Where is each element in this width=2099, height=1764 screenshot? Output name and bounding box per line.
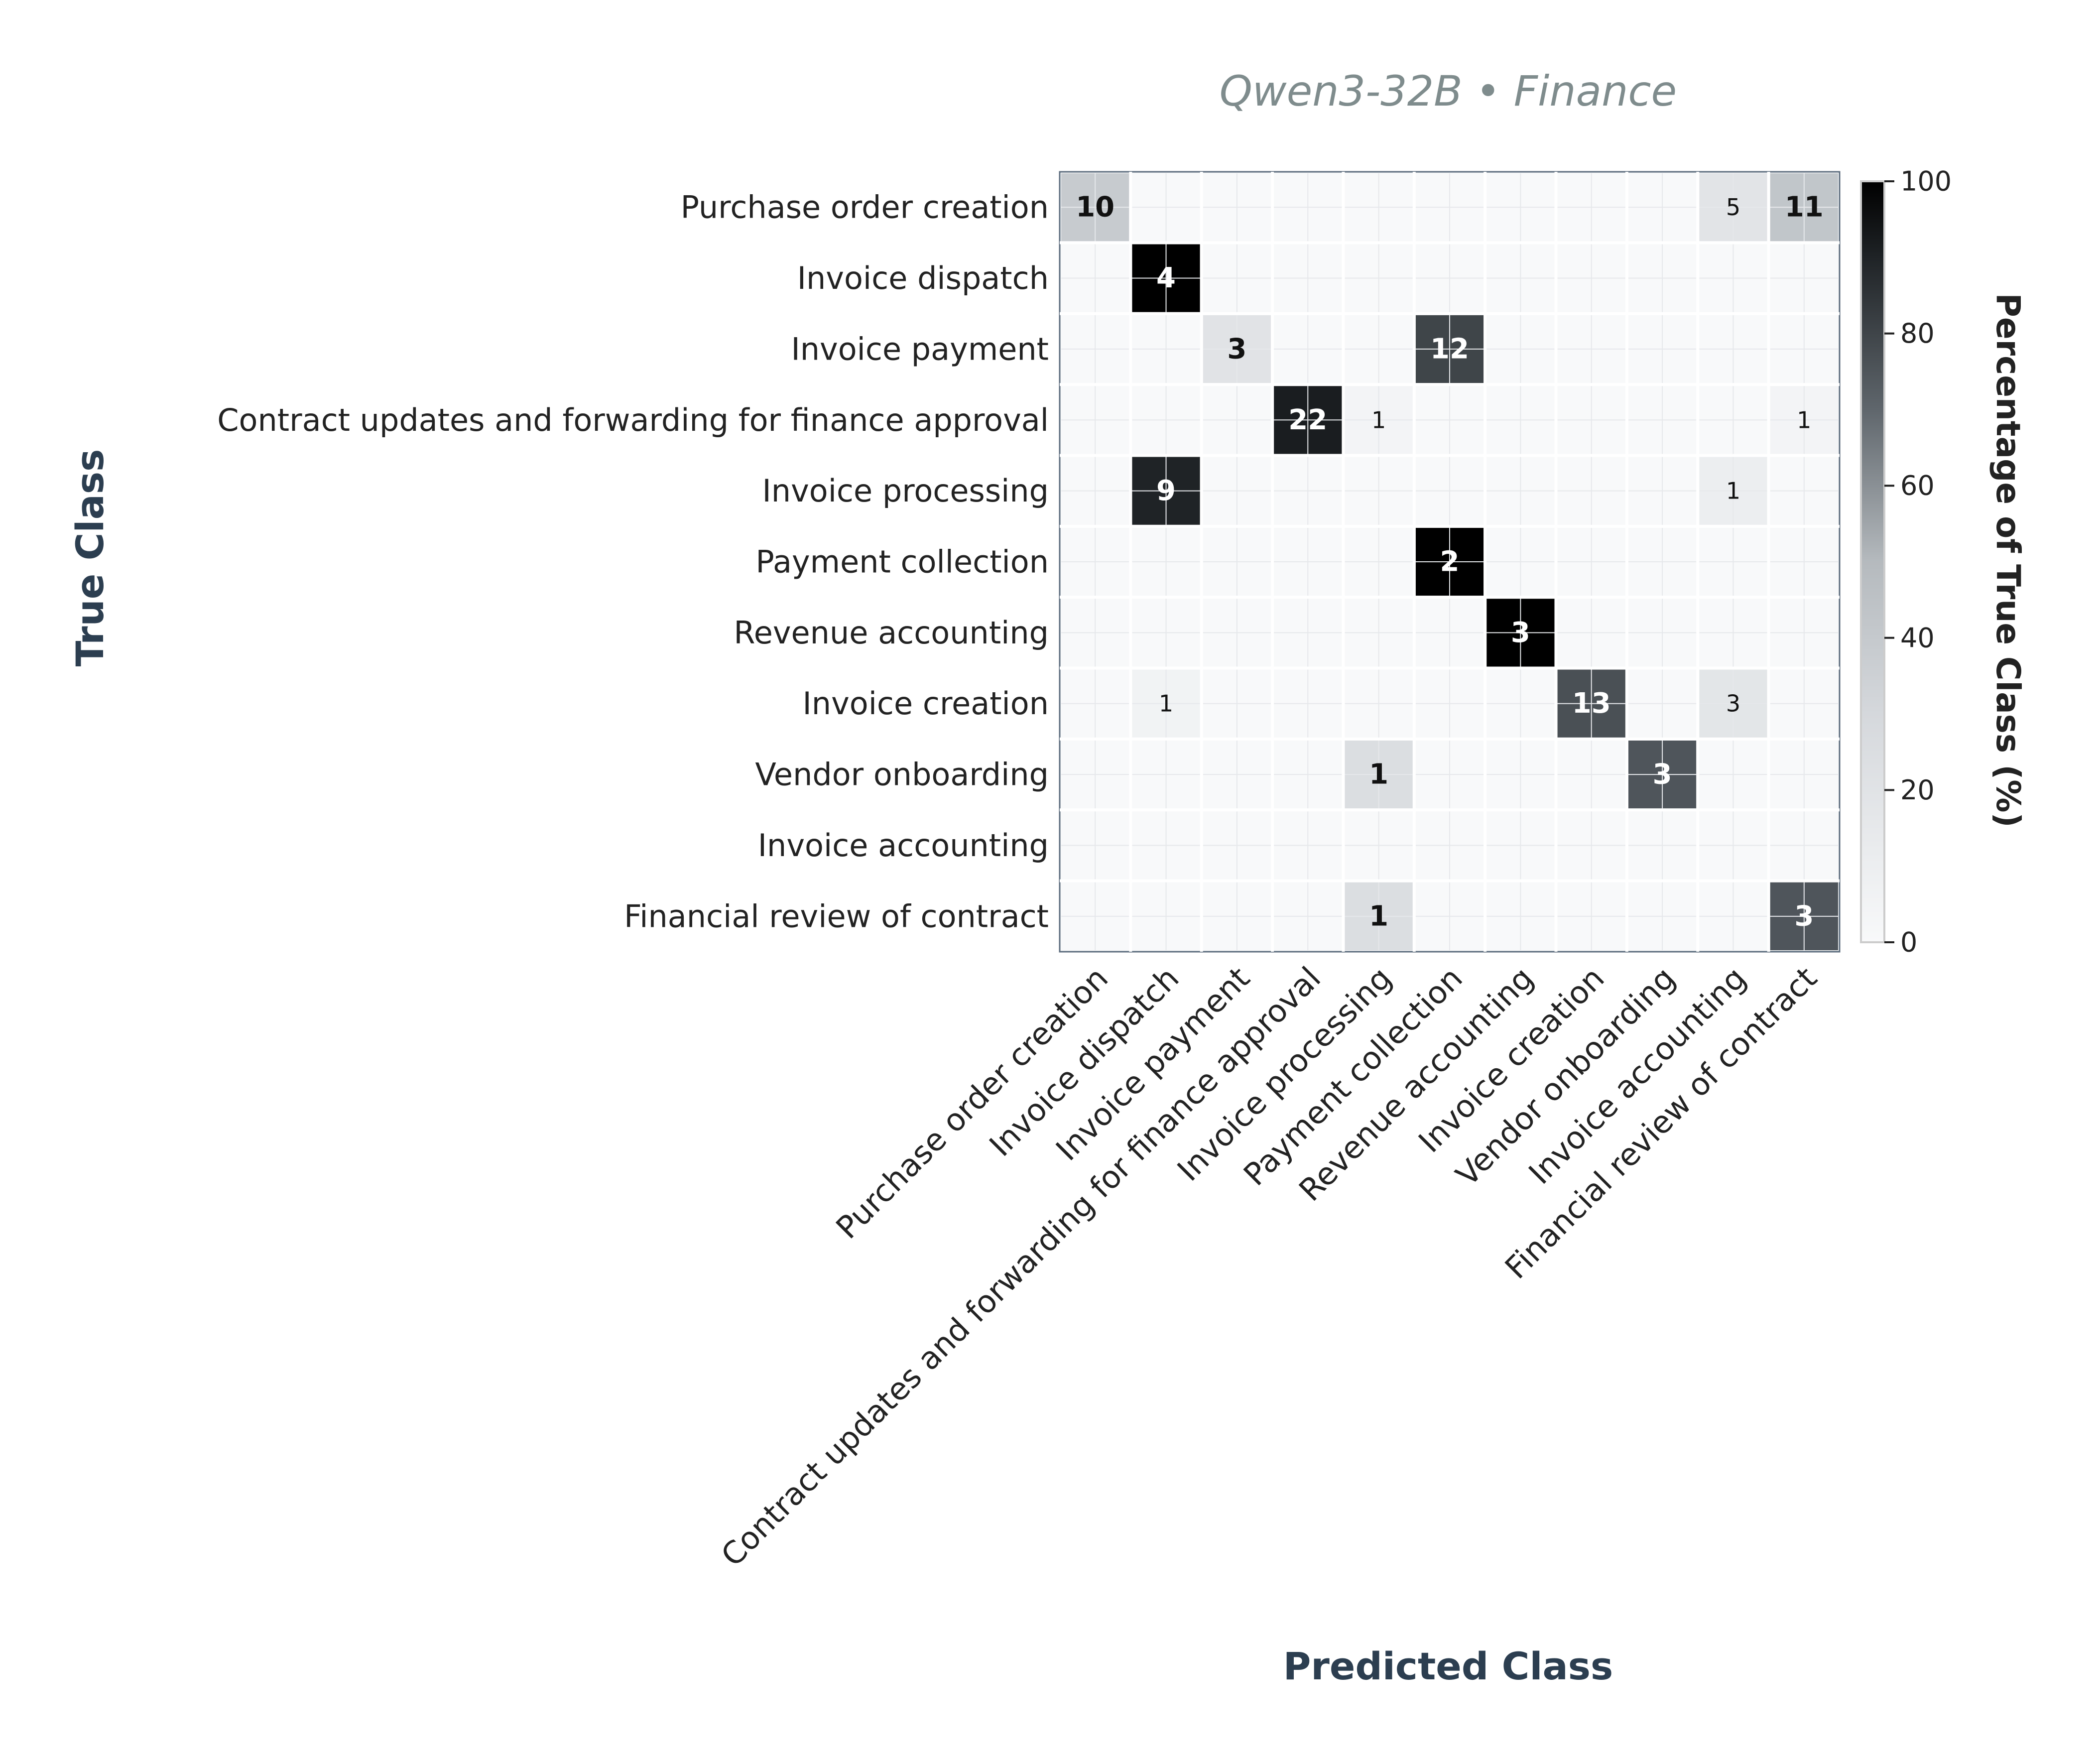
colorbar-tick-label: 80 [1900,318,1935,349]
cell-value: 3 [1511,617,1530,649]
cell-value: 11 [1785,191,1824,224]
row-label: Financial review of contract [624,898,1049,934]
cell-value: 3 [1726,690,1740,717]
cell-value: 1 [1726,478,1740,504]
cell-value: 12 [1430,333,1469,365]
cell-value: 13 [1572,687,1611,720]
colorbar-tick-label: 100 [1900,166,1952,197]
cell-value: 22 [1288,404,1327,436]
row-label: Invoice dispatch [797,260,1049,296]
row-label: Invoice payment [791,331,1049,367]
colorbar-title: Percentage of True Class (%) [1989,293,2027,827]
cell-value: 1 [1797,406,1811,433]
row-label: Contract updates and forwarding for fina… [217,402,1049,438]
cell-value: 1 [1369,758,1388,791]
cell-value: 1 [1159,690,1173,717]
row-label: Purchase order creation [681,189,1049,226]
row-label: Vendor onboarding [755,756,1049,793]
colorbar: 0 20 40 60 80 100 [1860,166,1952,958]
cell-value: 4 [1156,262,1176,294]
row-label: Revenue accounting [734,615,1049,651]
cell-value: 3 [1794,900,1814,932]
colorbar-tick-label: 60 [1900,470,1935,502]
cell-value: 2 [1440,546,1460,578]
colorbar-tick-label: 20 [1900,774,1935,806]
colorbar-gradient [1860,180,1885,943]
chart-title: Qwen3-32B • Finance [1220,67,1677,116]
row-label: Invoice processing [762,473,1049,509]
row-label: Invoice creation [803,685,1049,722]
cell-value: 3 [1653,758,1672,791]
cell-value: 1 [1369,900,1388,932]
cell-value: 5 [1726,194,1740,221]
cell-value: 3 [1227,333,1246,365]
y-axis-title: True Class [68,449,112,667]
colorbar-tick-label: 40 [1900,622,1935,653]
cell-value: 10 [1076,191,1114,224]
row-label: Invoice accounting [758,827,1049,864]
row-label: Payment collection [755,544,1049,580]
cell-value: 9 [1156,475,1176,507]
row-labels: Purchase order creation Invoice dispatch I… [217,189,1049,935]
colorbar-tick-label: 0 [1900,927,1917,958]
x-axis-title: Predicted Class [1283,1644,1613,1688]
cell-value: 1 [1371,406,1386,433]
